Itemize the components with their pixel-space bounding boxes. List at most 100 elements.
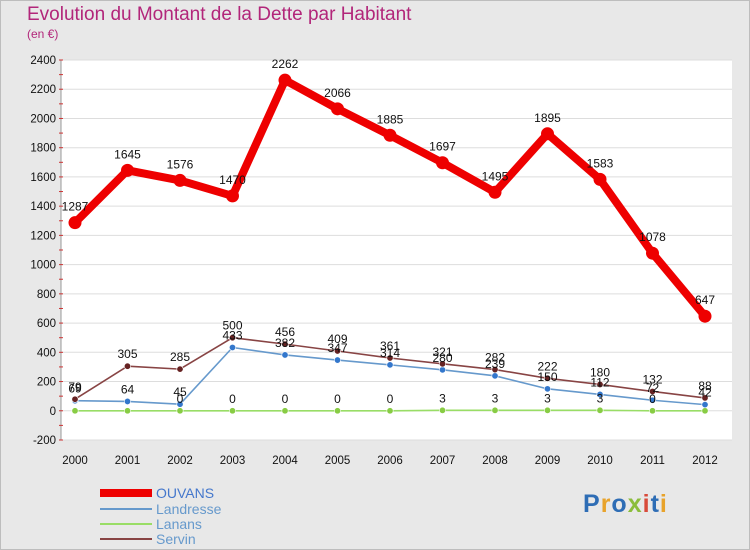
data-label: 0	[282, 392, 289, 406]
data-point	[438, 366, 446, 374]
y-tick-label: 2400	[30, 55, 56, 67]
data-point	[596, 390, 604, 398]
legend-label: OUVANS	[156, 485, 214, 501]
data-label: 285	[170, 350, 190, 364]
data-label: 112	[590, 375, 609, 389]
data-label: 222	[537, 359, 557, 373]
data-point	[229, 334, 237, 342]
data-label: 3	[597, 391, 604, 405]
data-point	[331, 102, 344, 116]
logo-letter: r	[600, 490, 612, 518]
data-point	[386, 407, 394, 415]
x-tick-label: 2001	[115, 455, 141, 467]
data-point	[436, 156, 449, 170]
x-tick-label: 2009	[535, 455, 561, 467]
x-tick-label: 2010	[587, 455, 613, 467]
data-label: 409	[327, 332, 347, 346]
x-tick-label: 2002	[167, 455, 193, 467]
x-tick-label: 2007	[430, 455, 456, 467]
data-point	[698, 309, 712, 323]
y-tick-label: 2200	[30, 84, 56, 96]
data-point	[648, 396, 656, 404]
chart-title: Evolution du Montant de la Dette par Hab…	[27, 4, 412, 25]
data-label: 500	[222, 319, 242, 333]
data-label: 79	[68, 380, 82, 394]
data-label: 1287	[62, 200, 89, 214]
data-point	[176, 407, 184, 415]
plot-area	[61, 60, 732, 440]
data-label: 1576	[167, 157, 194, 171]
data-point	[593, 172, 607, 186]
logo-letter: x	[627, 490, 643, 518]
data-point	[596, 380, 604, 388]
x-tick-label: 2008	[482, 455, 508, 467]
data-label: 280	[432, 351, 452, 365]
data-label: 1645	[114, 147, 141, 161]
axes: -200020040060080010001200140016001800200…	[30, 55, 717, 467]
data-point	[173, 173, 187, 187]
data-label: 321	[432, 345, 452, 359]
data-label: 647	[695, 293, 715, 307]
data-label: 72	[646, 381, 660, 395]
data-label: 1495	[482, 169, 509, 183]
data-point	[68, 216, 82, 230]
data-label: 433	[222, 328, 242, 342]
x-tick-label: 2004	[272, 455, 298, 467]
data-point	[124, 397, 132, 405]
y-tick-label: 200	[37, 377, 56, 389]
logo-letter: o	[611, 490, 628, 518]
data-point	[229, 407, 237, 415]
data-label: 347	[327, 341, 347, 355]
data-label: 382	[275, 336, 295, 350]
data-label: 132	[642, 372, 662, 386]
data-point	[386, 354, 394, 362]
data-label: 456	[275, 325, 295, 339]
data-label: 3	[492, 391, 499, 405]
chart-subtitle: (en €)	[27, 27, 59, 41]
data-label: 0	[387, 392, 394, 406]
data-point	[383, 128, 397, 142]
legend-label: Landresse	[156, 501, 222, 517]
logo-letter: i	[659, 490, 668, 518]
data-point	[176, 400, 184, 408]
data-label: 3	[544, 391, 551, 405]
data-point	[333, 356, 341, 364]
data-point	[333, 347, 341, 355]
data-point	[124, 362, 132, 370]
data-point	[333, 407, 341, 415]
y-tick-label: 1000	[30, 260, 56, 272]
data-point	[438, 360, 446, 368]
data-point	[541, 127, 554, 141]
data-label: 3	[439, 391, 446, 405]
y-tick-label: -200	[33, 435, 56, 447]
x-tick-label: 2000	[62, 455, 88, 467]
data-label: 1895	[534, 111, 561, 125]
data-label: 361	[380, 339, 400, 353]
data-label: 1885	[377, 112, 404, 126]
y-tick-label: 400	[37, 347, 56, 359]
y-tick-label: 0	[50, 406, 56, 418]
data-point	[281, 340, 289, 348]
data-point	[278, 73, 292, 87]
data-point	[648, 387, 656, 395]
data-label: 2262	[272, 57, 299, 71]
data-point	[226, 189, 239, 203]
data-point	[71, 407, 79, 415]
legend-label: Lanans	[156, 516, 202, 532]
data-point	[488, 185, 502, 199]
series-layer	[68, 73, 712, 415]
data-label: 42	[698, 386, 712, 400]
data-label: 0	[334, 392, 341, 406]
data-point	[229, 343, 237, 351]
data-point	[543, 385, 551, 393]
y-tick-label: 1600	[30, 172, 56, 184]
data-point	[124, 407, 132, 415]
y-tick-label: 1800	[30, 143, 56, 155]
x-tick-label: 2003	[220, 455, 246, 467]
data-label: 1697	[429, 140, 456, 154]
legend-label: Servin	[156, 531, 196, 547]
data-label: 150	[537, 370, 557, 384]
data-point	[491, 366, 499, 374]
data-label: 0	[649, 392, 656, 406]
data-label: 88	[698, 379, 712, 393]
